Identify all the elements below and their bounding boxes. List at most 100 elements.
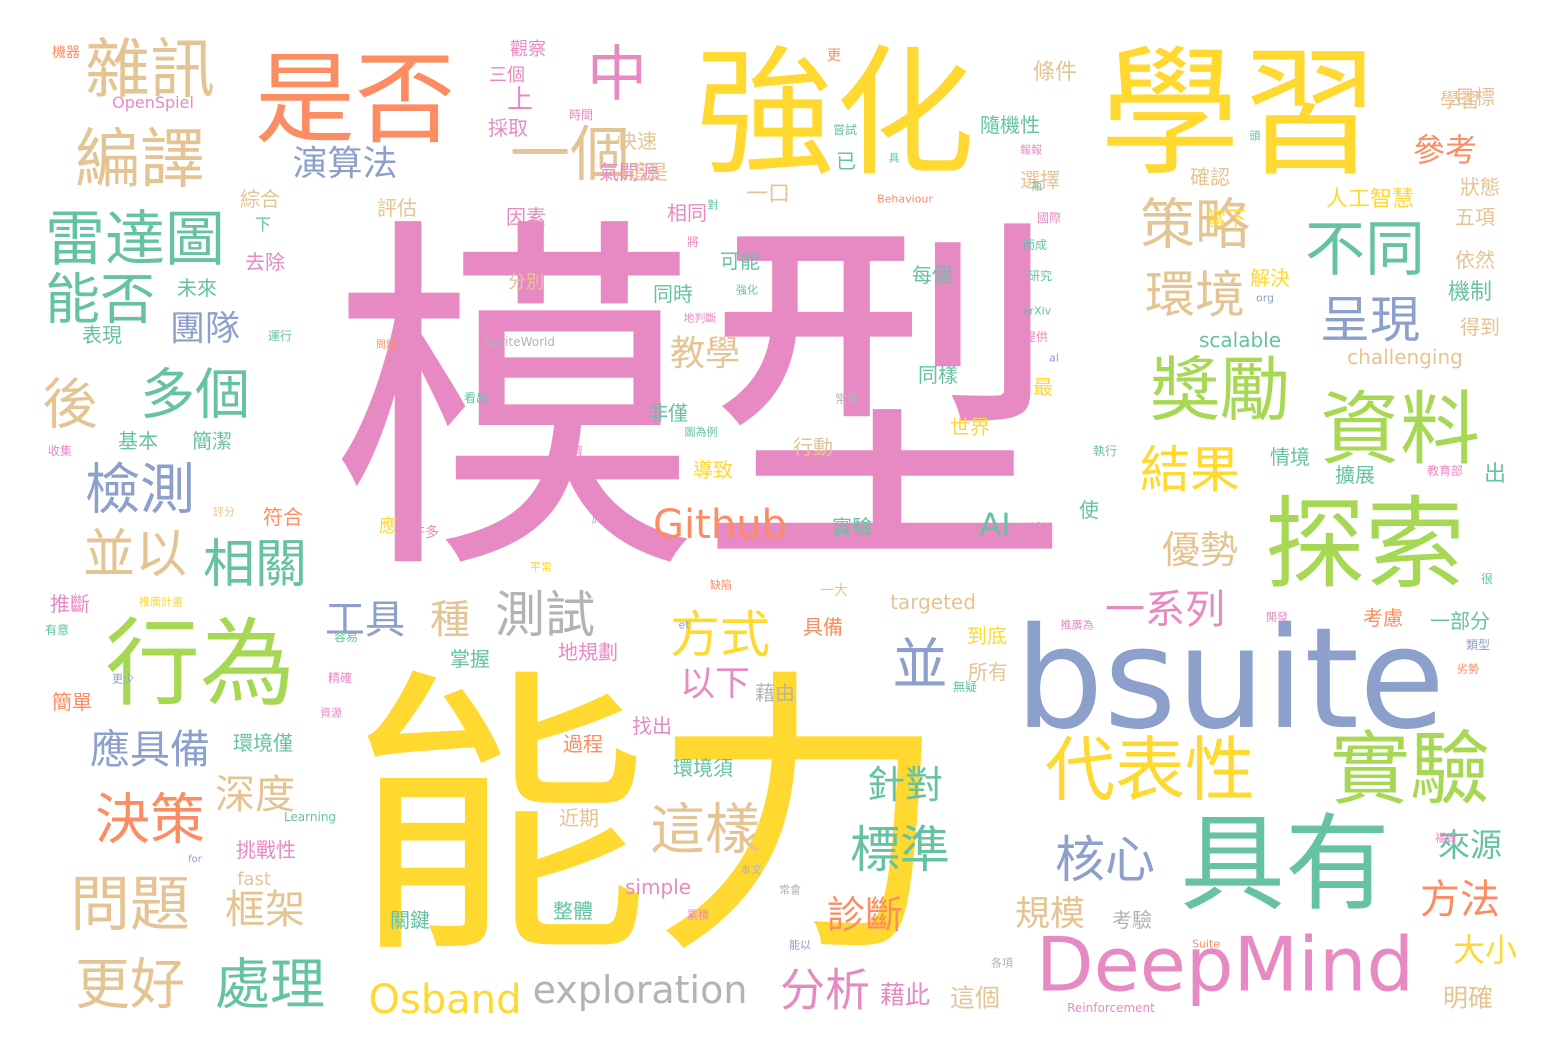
word-152: 研究 [1027,269,1053,283]
word-42: 應具備 [90,727,210,773]
word-95: 同樣 [918,363,958,387]
word-180: 開發 [1266,610,1288,624]
word-107: 找出 [632,714,672,738]
word-30: 策略 [1139,192,1251,257]
word-36: 核心 [1055,831,1155,889]
word-156: 地判斷 [683,311,717,325]
word-128: 符合 [263,505,303,529]
word-168: 執行 [1092,444,1118,458]
word-100: 導致 [693,458,733,482]
word-130: 許多 [411,525,439,541]
word-151: 而成 [1022,238,1048,252]
word-153: 將 [686,235,700,249]
word-125: 表現 [82,323,122,347]
word-11: 實驗 [1330,723,1490,816]
word-139: OpenSpiel [112,93,194,112]
word-25: 後 [42,372,98,437]
word-198: 能以 [789,938,811,952]
word-0: 模型 [330,190,1070,620]
word-8: 行為 [104,609,296,720]
word-164: 看出 [463,391,489,405]
word-124: 未來 [177,276,217,300]
word-162: 運行 [267,329,293,343]
word-147: 瓶 [1031,179,1043,193]
word-173: 使 [1079,498,1099,522]
word-85: 快速 [617,129,657,153]
word-49: 團隊 [169,309,241,350]
word-26: 檢測 [84,457,196,522]
word-51: 工具 [325,597,405,643]
word-88: 因素 [506,205,546,229]
word-137: 考慮 [1363,606,1403,630]
word-75: 五項 [1455,205,1495,229]
word-160: al [1049,351,1059,365]
word-167: 經濟 [558,444,584,458]
word-185: 容易 [333,630,359,644]
word-182: et [678,618,690,632]
word-69: 選擇 [1020,168,1060,192]
word-21: 處理 [214,952,326,1017]
word-92: 可能 [720,249,760,273]
word-71: 人工智慧 [1325,187,1415,212]
word-127: 簡潔 [192,429,232,453]
word-3: 學習 [1099,33,1381,196]
word-9: DeepMind [1035,920,1415,1009]
word-54: 方法 [1420,877,1500,923]
word-105: 所有 [968,660,1008,684]
word-76: 依然 [1455,248,1495,272]
word-23: 相關 [202,535,308,595]
word-140: 機器 [52,45,80,61]
word-18: 決策 [94,787,206,852]
word-47: exploration [532,968,748,1012]
word-94: 每個 [912,263,952,287]
word-34: 並 [892,632,948,697]
word-46: Osband [368,977,522,1023]
word-93: 同時 [653,282,693,306]
word-106: 藉由 [755,681,795,705]
word-134: 挑戰性 [236,838,296,862]
word-28: 中 [587,40,647,110]
word-142: 更 [827,48,841,64]
word-70: 確認 [1190,165,1230,189]
word-133: 環境僅 [233,731,293,755]
word-89: 相同 [667,201,707,225]
word-80: scalable [1198,328,1282,352]
word-101: 實驗 [832,515,872,539]
word-174: 輔助 [1028,521,1054,535]
word-68: 隨機性 [980,113,1040,137]
word-98: 非僅 [648,401,688,425]
word-183: 推廣為 [1060,618,1094,632]
word-38: Github [653,502,787,548]
word-60: 來源 [1437,826,1503,864]
word-193: 本文 [740,863,762,877]
word-83: 情境 [1270,445,1310,469]
word-6: 是否 [255,41,455,158]
word-78: 得到 [1460,315,1500,339]
word-33: 結果 [1140,441,1240,499]
word-126: 基本 [118,429,158,453]
word-118: 三個 [489,65,525,86]
word-119: 採取 [488,116,528,140]
word-154: 對 [707,198,719,212]
word-122: 下 [254,215,272,234]
word-24: 多個 [139,362,251,427]
word-179: 一大 [820,583,848,599]
word-74: 學習 [1440,88,1480,112]
word-4: bsuite [1014,598,1446,761]
word-166: 圖為例 [684,425,718,439]
word-29: 不同 [1305,215,1425,285]
word-109: 環境須 [673,756,733,780]
word-17: 能否 [44,267,156,332]
word-171: 評分 [213,505,235,519]
word-40: 方式 [670,606,770,664]
word-117: 觀察 [510,39,546,60]
word-181: 有意 [44,623,70,637]
word-194: 常會 [779,883,801,897]
word-58: 規模 [1014,894,1086,935]
word-200: 各項 [991,956,1013,970]
word-5: 探索 [1265,486,1465,603]
word-12: 代表性 [1045,729,1255,811]
word-13: 獎勵 [1150,349,1290,431]
word-121: 綜合 [240,187,280,211]
word-195: 福音 [1435,831,1457,845]
